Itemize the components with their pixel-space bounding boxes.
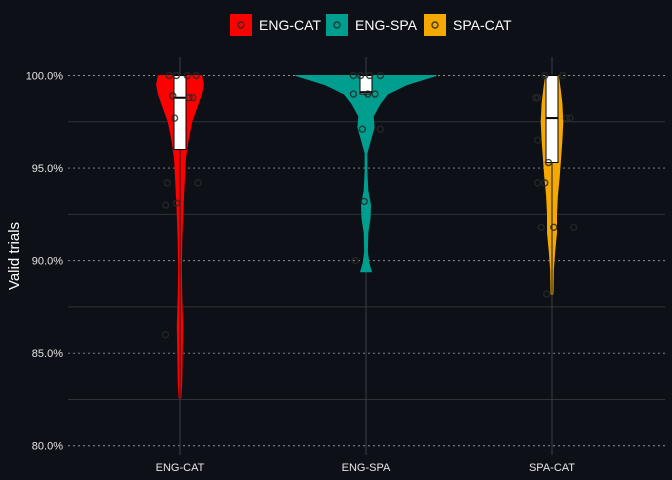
data-point (356, 71, 365, 80)
x-axis-ticks: ENG-CAT ENG-SPA SPA-CAT (156, 462, 576, 474)
data-point (537, 223, 545, 232)
legend-point-icon (237, 21, 245, 29)
x-tick-label: ENG-SPA (342, 462, 391, 474)
data-point (365, 71, 374, 80)
data-point (161, 330, 170, 339)
data-point (185, 94, 193, 102)
data-point (544, 158, 553, 167)
data-point (188, 94, 197, 102)
data-point (542, 290, 551, 298)
data-point (192, 71, 200, 80)
y-axis-label: Valid trials (6, 222, 23, 290)
data-point (360, 197, 368, 206)
y-tick-label: 80.0% (32, 441, 63, 453)
data-point (566, 114, 574, 122)
legend-label: ENG-CAT (259, 17, 321, 33)
x-tick-label: ENG-CAT (156, 462, 205, 474)
data-point (559, 71, 567, 80)
legend-point-icon (333, 21, 341, 29)
data-point (533, 136, 542, 145)
data-point (541, 71, 549, 80)
y-axis-ticks: 80.0% 85.0% 90.0% 95.0% 100.0% (26, 71, 64, 453)
data-point (364, 90, 372, 98)
legend-label: SPA-CAT (453, 17, 512, 33)
x-tick-label: SPA-CAT (529, 462, 575, 474)
data-point (569, 223, 578, 232)
data-point (161, 201, 170, 209)
legend-key (326, 14, 348, 36)
data-point (163, 179, 172, 187)
data-point (349, 71, 358, 80)
legend-label: ENG-SPA (355, 17, 418, 33)
data-point (172, 199, 181, 207)
violins (156, 71, 578, 399)
data-point (376, 125, 385, 133)
legend: ENG-CAT ENG-SPA SPA-CAT (230, 14, 512, 36)
data-point (371, 90, 379, 98)
data-point (194, 179, 202, 187)
y-tick-label: 100.0% (26, 71, 64, 83)
data-point (172, 71, 181, 80)
y-tick-label: 85.0% (32, 348, 63, 360)
data-point (358, 125, 367, 133)
legend-point-icon (431, 21, 439, 29)
y-tick-label: 95.0% (32, 163, 63, 175)
violin-eng-spa (295, 75, 437, 273)
data-point (550, 223, 558, 232)
data-point (349, 90, 358, 98)
data-point (533, 179, 542, 187)
data-point (169, 92, 177, 100)
legend-key (424, 14, 446, 36)
box (173, 75, 187, 151)
y-tick-label: 90.0% (32, 256, 63, 268)
legend-key (230, 14, 252, 36)
data-point (541, 179, 549, 187)
data-point (351, 256, 359, 265)
data-point (562, 114, 571, 122)
data-point (165, 71, 173, 80)
data-point (532, 94, 540, 102)
data-point (170, 114, 179, 122)
data-point (183, 71, 191, 80)
data-point (376, 71, 385, 80)
